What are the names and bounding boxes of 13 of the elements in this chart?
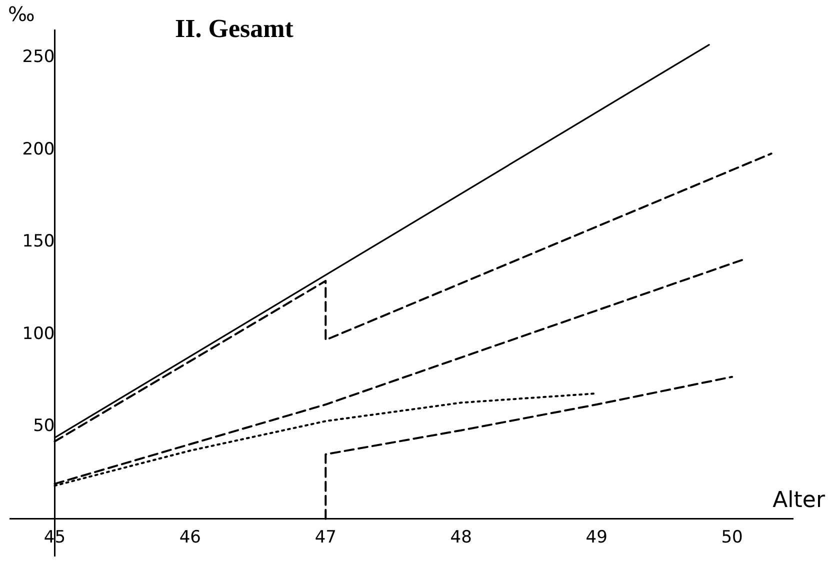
x-tick-label: 48	[450, 528, 472, 548]
y-tick-label: 250	[22, 47, 55, 68]
y-tick-label: 200	[22, 139, 55, 160]
x-tick-label: 50	[721, 528, 743, 548]
y-tick-label: 100	[22, 324, 55, 344]
chart-title: II. Gesamt	[175, 14, 294, 44]
y-tick-label: 150	[22, 232, 55, 252]
x-tick-label: 47	[314, 528, 336, 548]
x-axis-title: Alter	[772, 488, 825, 513]
y-axis-title: ‰	[8, 2, 35, 26]
y-tick-label: 50	[33, 416, 55, 436]
x-tick-label: 49	[586, 528, 608, 548]
x-tick-label: 46	[179, 528, 201, 548]
